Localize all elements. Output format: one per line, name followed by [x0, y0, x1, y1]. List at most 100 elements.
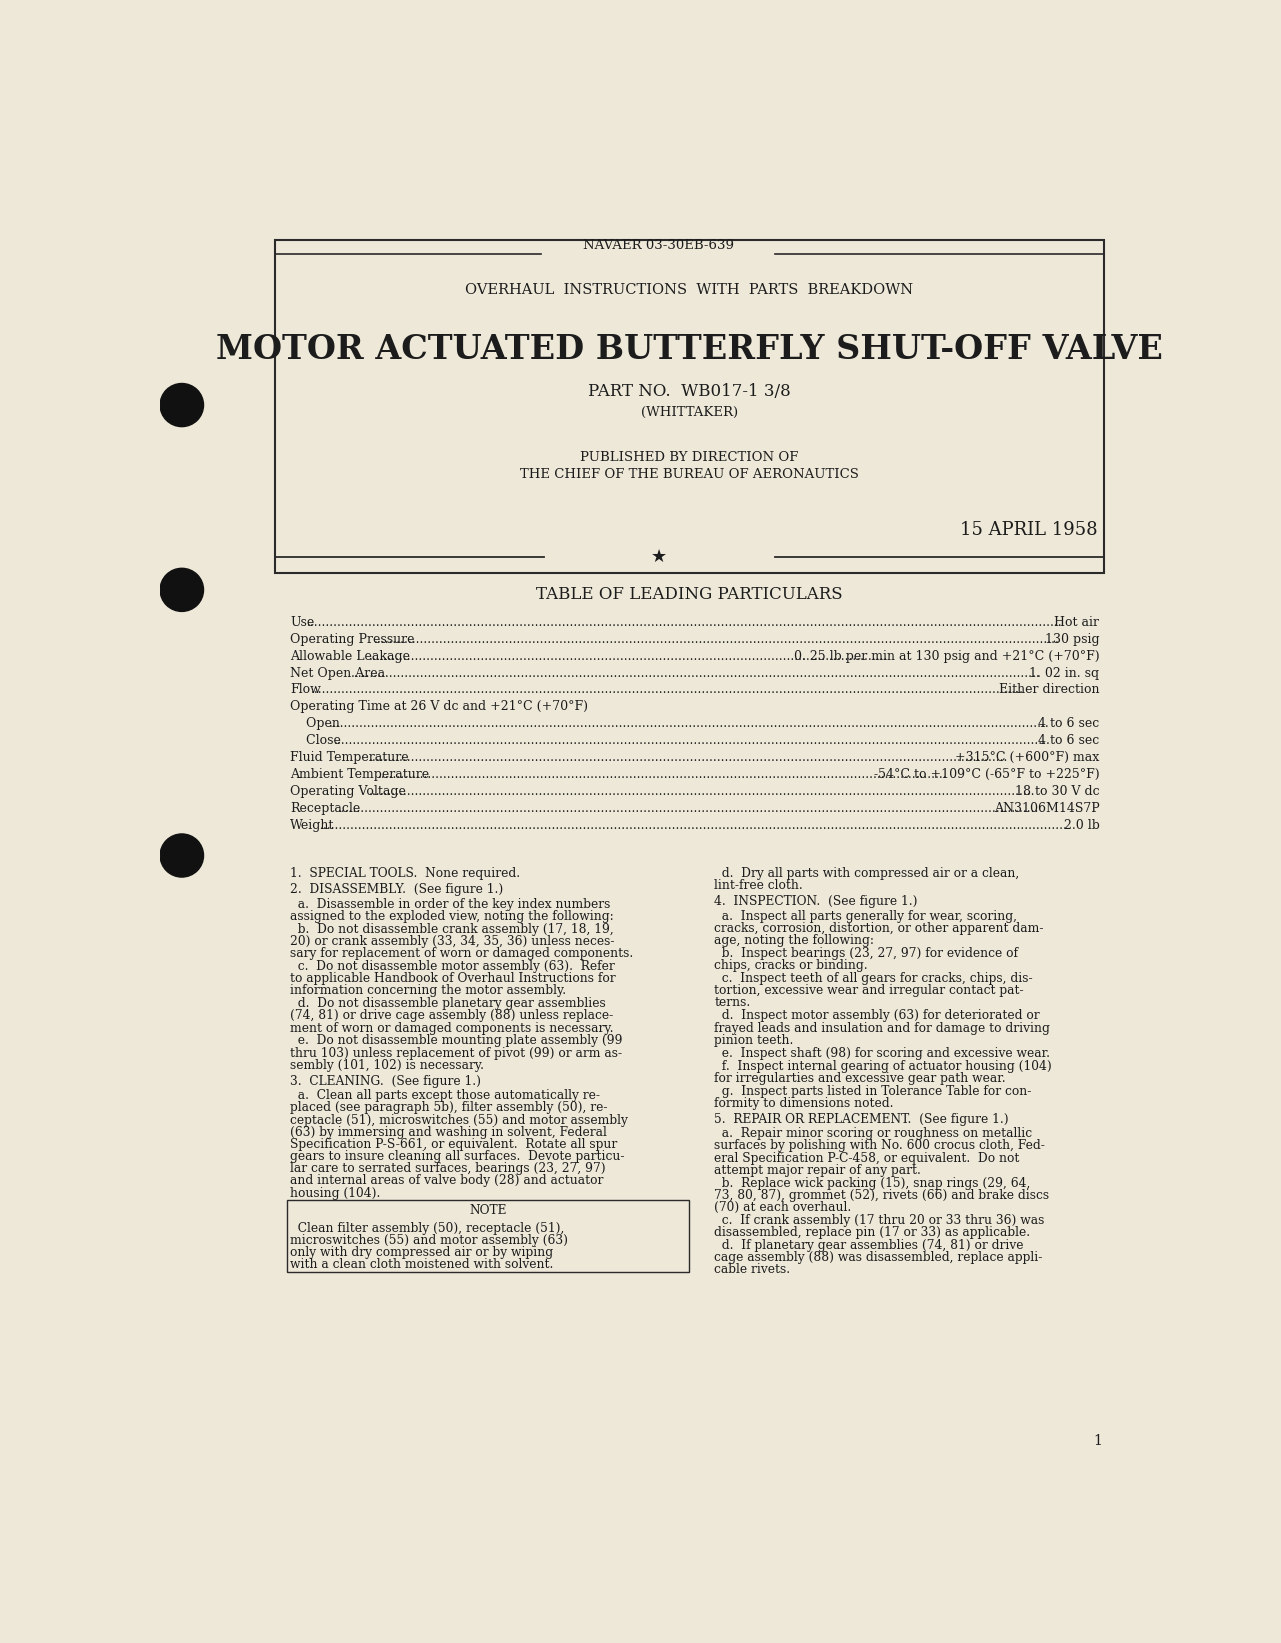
Text: ................................................................................: ........................................…	[351, 667, 1041, 680]
Bar	[287, 1201, 689, 1272]
Text: Either direction: Either direction	[999, 683, 1099, 697]
Text: 20) or crank assembly (33, 34, 35, 36) unless neces-: 20) or crank assembly (33, 34, 35, 36) u…	[291, 935, 615, 948]
Text: c.  Inspect teeth of all gears for cracks, chips, dis-: c. Inspect teeth of all gears for cracks…	[715, 973, 1032, 986]
Text: tortion, excessive wear and irregular contact pat-: tortion, excessive wear and irregular co…	[715, 984, 1024, 997]
Text: disassembled, replace pin (17 or 33) as applicable.: disassembled, replace pin (17 or 33) as …	[715, 1226, 1030, 1239]
Text: Flow: Flow	[291, 683, 322, 697]
Text: to applicable Handbook of Overhaul Instructions for: to applicable Handbook of Overhaul Instr…	[291, 973, 616, 986]
Text: 4 to 6 sec: 4 to 6 sec	[1038, 734, 1099, 748]
Text: assigned to the exploded view, noting the following:: assigned to the exploded view, noting th…	[291, 910, 614, 923]
Text: e.  Inspect shaft (98) for scoring and excessive wear.: e. Inspect shaft (98) for scoring and ex…	[715, 1047, 1050, 1060]
Text: 15 APRIL 1958: 15 APRIL 1958	[961, 521, 1098, 539]
Text: b.  Inspect bearings (23, 27, 97) for evidence of: b. Inspect bearings (23, 27, 97) for evi…	[715, 946, 1018, 960]
Text: formity to dimensions noted.: formity to dimensions noted.	[715, 1098, 894, 1109]
Text: cracks, corrosion, distortion, or other apparent dam-: cracks, corrosion, distortion, or other …	[715, 922, 1044, 935]
Text: 0. 25 lb per min at 130 psig and +21°C (+70°F): 0. 25 lb per min at 130 psig and +21°C (…	[794, 649, 1099, 662]
Text: Use: Use	[291, 616, 315, 629]
Text: (74, 81) or drive cage assembly (88) unless replace-: (74, 81) or drive cage assembly (88) unl…	[291, 1009, 614, 1022]
Text: chips, cracks or binding.: chips, cracks or binding.	[715, 960, 867, 973]
Text: Close: Close	[291, 734, 341, 748]
Text: OVERHAUL  INSTRUCTIONS  WITH  PARTS  BREAKDOWN: OVERHAUL INSTRUCTIONS WITH PARTS BREAKDO…	[465, 283, 913, 296]
Bar	[275, 240, 1104, 573]
Text: 5.  REPAIR OR REPLACEMENT.  (See figure 1.): 5. REPAIR OR REPLACEMENT. (See figure 1.…	[715, 1112, 1009, 1125]
Text: for irregularties and excessive gear path wear.: for irregularties and excessive gear pat…	[715, 1071, 1006, 1084]
Text: cable rivets.: cable rivets.	[715, 1263, 790, 1277]
Text: PART NO.  WB017-1 3/8: PART NO. WB017-1 3/8	[588, 383, 790, 399]
Text: sembly (101, 102) is necessary.: sembly (101, 102) is necessary.	[291, 1058, 484, 1071]
Text: 2.  DISASSEMBLY.  (See figure 1.): 2. DISASSEMBLY. (See figure 1.)	[291, 882, 503, 895]
Text: c.  Do not disassemble motor assembly (63).  Refer: c. Do not disassemble motor assembly (63…	[291, 960, 615, 973]
Text: Operating Pressure: Operating Pressure	[291, 633, 415, 646]
Text: 4 to 6 sec: 4 to 6 sec	[1038, 718, 1099, 731]
Text: 4.  INSPECTION.  (See figure 1.): 4. INSPECTION. (See figure 1.)	[715, 895, 917, 909]
Text: microswitches (55) and motor assembly (63): microswitches (55) and motor assembly (6…	[291, 1234, 569, 1247]
Text: Hot air: Hot air	[1054, 616, 1099, 629]
Text: d.  If planetary gear assemblies (74, 81) or drive: d. If planetary gear assemblies (74, 81)…	[715, 1239, 1024, 1252]
Text: ................................................................................: ........................................…	[369, 751, 1008, 764]
Text: Net Open Area: Net Open Area	[291, 667, 386, 680]
Text: MOTOR ACTUATED BUTTERFLY SHUT-OFF VALVE: MOTOR ACTUATED BUTTERFLY SHUT-OFF VALVE	[216, 334, 1163, 366]
Text: ................................................................................: ........................................…	[329, 718, 1050, 731]
Text: only with dry compressed air or by wiping: only with dry compressed air or by wipin…	[291, 1245, 553, 1259]
Text: ................................................................................: ........................................…	[369, 649, 889, 662]
Text: with a clean cloth moistened with solvent.: with a clean cloth moistened with solven…	[291, 1259, 553, 1272]
Text: 1. 02 in. sq: 1. 02 in. sq	[1030, 667, 1099, 680]
Text: AN3106M14S7P: AN3106M14S7P	[994, 802, 1099, 815]
Text: ................................................................................: ........................................…	[369, 785, 1035, 798]
Text: Operating Time at 26 V dc and +21°C (+70°F): Operating Time at 26 V dc and +21°C (+70…	[291, 700, 588, 713]
Text: 1.  SPECIAL TOOLS.  None required.: 1. SPECIAL TOOLS. None required.	[291, 868, 520, 881]
Text: c.  If crank assembly (17 thru 20 or 33 thru 36) was: c. If crank assembly (17 thru 20 or 33 t…	[715, 1214, 1044, 1227]
Text: d.  Dry all parts with compressed air or a clean,: d. Dry all parts with compressed air or …	[715, 868, 1020, 881]
Text: cage assembly (88) was disassembled, replace appli-: cage assembly (88) was disassembled, rep…	[715, 1252, 1043, 1265]
Text: TABLE OF LEADING PARTICULARS: TABLE OF LEADING PARTICULARS	[537, 587, 843, 603]
Text: gears to insure cleaning all surfaces.  Devote particu-: gears to insure cleaning all surfaces. D…	[291, 1150, 625, 1163]
Text: 73, 80, 87), grommet (52), rivets (66) and brake discs: 73, 80, 87), grommet (52), rivets (66) a…	[715, 1190, 1049, 1203]
Text: Ambient Temperature: Ambient Temperature	[291, 769, 429, 780]
Text: a.  Disassemble in order of the key index numbers: a. Disassemble in order of the key index…	[291, 897, 611, 910]
Text: 3.  CLEANING.  (See figure 1.): 3. CLEANING. (See figure 1.)	[291, 1075, 482, 1088]
Text: thru 103) unless replacement of pivot (99) or arm as-: thru 103) unless replacement of pivot (9…	[291, 1047, 623, 1060]
Text: sary for replacement of worn or damaged components.: sary for replacement of worn or damaged …	[291, 946, 634, 960]
Text: 1: 1	[1093, 1434, 1102, 1449]
Circle shape	[160, 568, 204, 611]
Text: 18 to 30 V dc: 18 to 30 V dc	[1015, 785, 1099, 798]
Circle shape	[160, 835, 204, 877]
Text: +315°C (+600°F) max: +315°C (+600°F) max	[956, 751, 1099, 764]
Text: -54°C to +109°C (-65°F to +225°F): -54°C to +109°C (-65°F to +225°F)	[874, 769, 1099, 780]
Text: (WHITTAKER): (WHITTAKER)	[640, 406, 738, 419]
Text: ................................................................................: ........................................…	[338, 802, 1039, 815]
Text: surfaces by polishing with No. 600 crocus cloth, Fed-: surfaces by polishing with No. 600 crocu…	[715, 1140, 1045, 1152]
Text: Open: Open	[291, 718, 341, 731]
Text: attempt major repair of any part.: attempt major repair of any part.	[715, 1163, 921, 1176]
Text: lar care to serrated surfaces, bearings (23, 27, 97): lar care to serrated surfaces, bearings …	[291, 1162, 606, 1175]
Text: Specification P-S-661, or equivalent.  Rotate all spur: Specification P-S-661, or equivalent. Ro…	[291, 1139, 617, 1152]
Text: ceptacle (51), microswitches (55) and motor assembly: ceptacle (51), microswitches (55) and mo…	[291, 1114, 628, 1127]
Text: placed (see paragraph 5b), filter assembly (50), re-: placed (see paragraph 5b), filter assemb…	[291, 1101, 607, 1114]
Text: ................................................................................: ........................................…	[306, 616, 1062, 629]
Text: f.  Inspect internal gearing of actuator housing (104): f. Inspect internal gearing of actuator …	[715, 1060, 1052, 1073]
Text: a.  Clean all parts except those automatically re-: a. Clean all parts except those automati…	[291, 1089, 601, 1102]
Text: PUBLISHED BY DIRECTION OF: PUBLISHED BY DIRECTION OF	[580, 450, 798, 463]
Text: lint-free cloth.: lint-free cloth.	[715, 879, 803, 892]
Text: ................................................................................: ........................................…	[374, 633, 1059, 646]
Text: d.  Do not disassemble planetary gear assemblies: d. Do not disassemble planetary gear ass…	[291, 997, 606, 1010]
Text: age, noting the following:: age, noting the following:	[715, 935, 874, 946]
Text: ................................................................................: ........................................…	[333, 734, 1050, 748]
Text: Receptacle: Receptacle	[291, 802, 360, 815]
Text: b.  Replace wick packing (15), snap rings (29, 64,: b. Replace wick packing (15), snap rings…	[715, 1176, 1031, 1190]
Text: (63) by immersing and washing in solvent, Federal: (63) by immersing and washing in solvent…	[291, 1125, 607, 1139]
Circle shape	[160, 383, 204, 427]
Text: (70) at each overhaul.: (70) at each overhaul.	[715, 1201, 852, 1214]
Text: g.  Inspect parts listed in Tolerance Table for con-: g. Inspect parts listed in Tolerance Tab…	[715, 1084, 1031, 1098]
Text: 2.0 lb: 2.0 lb	[1063, 818, 1099, 831]
Text: a.  Inspect all parts generally for wear, scoring,: a. Inspect all parts generally for wear,…	[715, 910, 1017, 923]
Text: eral Specification P-C-458, or equivalent.  Do not: eral Specification P-C-458, or equivalen…	[715, 1152, 1020, 1165]
Text: Operating Voltage: Operating Voltage	[291, 785, 406, 798]
Text: b.  Do not disassemble crank assembly (17, 18, 19,: b. Do not disassemble crank assembly (17…	[291, 923, 614, 935]
Text: ★: ★	[651, 547, 666, 565]
Text: Allowable Leakage: Allowable Leakage	[291, 649, 410, 662]
Text: d.  Inspect motor assembly (63) for deteriorated or: d. Inspect motor assembly (63) for deter…	[715, 1009, 1040, 1022]
Text: ................................................................................: ........................................…	[320, 818, 1068, 831]
Text: housing (104).: housing (104).	[291, 1186, 380, 1199]
Text: information concerning the motor assembly.: information concerning the motor assembl…	[291, 984, 566, 997]
